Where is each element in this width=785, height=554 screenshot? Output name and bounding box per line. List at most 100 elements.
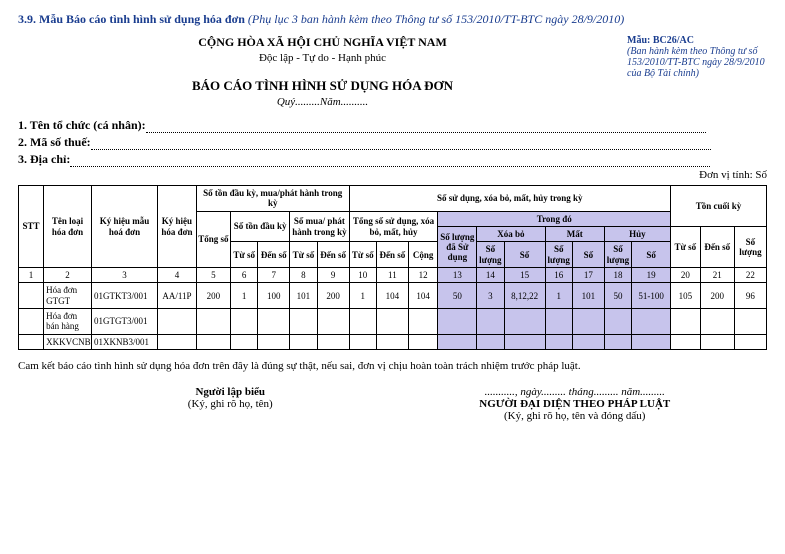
num-col: 3 bbox=[91, 268, 157, 283]
th-sotondk: Số tồn đầu kỳ bbox=[231, 211, 290, 242]
num-col: 9 bbox=[317, 268, 349, 283]
info3-label: 3. Địa chỉ: bbox=[18, 152, 70, 166]
mau-note: (Ban hành kèm theo Thông tư số 153/2010/… bbox=[627, 46, 767, 79]
number-row: 12345678910111213141516171819202122 bbox=[19, 268, 767, 283]
info2-value bbox=[91, 139, 711, 150]
top-center: CỘNG HÒA XÃ HỘI CHỦ NGHĨA VIỆT NAM Độc l… bbox=[18, 35, 627, 108]
th-ck-tuso: Từ số bbox=[671, 227, 701, 268]
num-col: 12 bbox=[408, 268, 438, 283]
cell bbox=[290, 309, 317, 335]
commit-text: Cam kết báo cáo tình hình sử dụng hóa đơ… bbox=[18, 360, 767, 372]
th-xb-sl: Số lượng bbox=[477, 242, 504, 268]
cell bbox=[438, 309, 477, 335]
cell: 104 bbox=[376, 283, 408, 309]
mau-label: Mẫu: BC26/AC bbox=[627, 35, 767, 46]
cell bbox=[545, 309, 572, 335]
th-huy-sl: Số lượng bbox=[604, 242, 631, 268]
cell bbox=[258, 309, 290, 335]
num-col: 2 bbox=[44, 268, 92, 283]
cell: Hóa đơn bán hàng bbox=[44, 309, 92, 335]
cell bbox=[231, 334, 258, 349]
th-dk-denso: Đến số bbox=[258, 242, 290, 268]
sign-left-role: Người lập biểu bbox=[195, 386, 265, 398]
num-col: 11 bbox=[376, 268, 408, 283]
cell bbox=[700, 334, 734, 349]
motto: Độc lập - Tự do - Hạnh phúc bbox=[18, 52, 627, 64]
section-no: 3.9. bbox=[18, 12, 36, 26]
cell bbox=[545, 334, 572, 349]
th-mat-sl: Số lượng bbox=[545, 242, 572, 268]
num-col: 4 bbox=[158, 268, 197, 283]
cell: 101 bbox=[572, 283, 604, 309]
report-title: BÁO CÁO TÌNH HÌNH SỬ DỤNG HÓA ĐƠN bbox=[18, 78, 627, 94]
th-tongso: Tổng số bbox=[196, 211, 230, 267]
th-sd-denso: Đến số bbox=[376, 242, 408, 268]
th-grp-dk: Số tồn đầu kỳ, mua/phát hành trong kỳ bbox=[196, 186, 349, 212]
cell bbox=[477, 309, 504, 335]
cell bbox=[604, 334, 631, 349]
info1-value bbox=[146, 122, 706, 133]
info-block: 1. Tên tổ chức (cá nhân): 2. Mã số thuế:… bbox=[18, 118, 767, 167]
sign-left: Người lập biểu (Ký, ghi rõ họ, tên) bbox=[18, 386, 403, 422]
cell: 96 bbox=[734, 283, 766, 309]
th-ck-denso: Đến số bbox=[700, 227, 734, 268]
cell: 200 bbox=[700, 283, 734, 309]
cell bbox=[734, 334, 766, 349]
cell: XKKVCNB bbox=[44, 334, 92, 349]
table-row: XKKVCNB01XKNB3/001 bbox=[19, 334, 767, 349]
cell bbox=[632, 334, 671, 349]
th-mp-tuso: Từ số bbox=[290, 242, 317, 268]
num-col: 17 bbox=[572, 268, 604, 283]
num-col: 10 bbox=[349, 268, 376, 283]
nation: CỘNG HÒA XÃ HỘI CHỦ NGHĨA VIỆT NAM bbox=[18, 35, 627, 50]
num-col: 20 bbox=[671, 268, 701, 283]
th-sldasd: Số lượng đã Sử dụng bbox=[438, 227, 477, 268]
cell bbox=[376, 309, 408, 335]
unit: Đơn vị tính: Số bbox=[18, 169, 767, 181]
cell bbox=[734, 309, 766, 335]
cell bbox=[196, 309, 230, 335]
cell bbox=[604, 309, 631, 335]
num-col: 13 bbox=[438, 268, 477, 283]
th-mp-denso: Đến số bbox=[317, 242, 349, 268]
section-note: (Phụ lục 3 ban hành kèm theo Thông tư số… bbox=[248, 12, 624, 26]
cell bbox=[572, 309, 604, 335]
th-ck-sl: Số lượng bbox=[734, 227, 766, 268]
th-khhd: Ký hiệu hóa đơn bbox=[158, 186, 197, 268]
cell bbox=[19, 309, 44, 335]
cell: 01GTGT3/001 bbox=[91, 309, 157, 335]
cell: 105 bbox=[671, 283, 701, 309]
th-tongsd: Tổng số sử dụng, xóa bỏ, mất, hủy bbox=[349, 211, 438, 242]
cell bbox=[349, 334, 376, 349]
sign-left-note: (Ký, ghi rõ họ, tên) bbox=[58, 398, 403, 410]
sign-date: ..........., ngày......... tháng........… bbox=[403, 386, 748, 398]
num-col: 7 bbox=[258, 268, 290, 283]
info3-value bbox=[70, 156, 710, 167]
cell: Hóa đơn GTGT bbox=[44, 283, 92, 309]
cell bbox=[290, 334, 317, 349]
num-col: 21 bbox=[700, 268, 734, 283]
cell bbox=[19, 334, 44, 349]
cell: 50 bbox=[438, 283, 477, 309]
num-col: 19 bbox=[632, 268, 671, 283]
num-col: 1 bbox=[19, 268, 44, 283]
th-huy-so: Số bbox=[632, 242, 671, 268]
cell: 8,12,22 bbox=[504, 283, 545, 309]
cell bbox=[408, 309, 438, 335]
cell bbox=[376, 334, 408, 349]
cell: 1 bbox=[231, 283, 258, 309]
cell bbox=[504, 309, 545, 335]
th-mat: Mất bbox=[545, 227, 604, 242]
num-col: 8 bbox=[290, 268, 317, 283]
cell: 51-100 bbox=[632, 283, 671, 309]
cell: 1 bbox=[349, 283, 376, 309]
num-col: 22 bbox=[734, 268, 766, 283]
th-xoabo: Xóa bỏ bbox=[477, 227, 545, 242]
num-col: 6 bbox=[231, 268, 258, 283]
th-huy: Hủy bbox=[604, 227, 670, 242]
cell: 3 bbox=[477, 283, 504, 309]
cell bbox=[572, 334, 604, 349]
th-tenloai: Tên loại hóa đơn bbox=[44, 186, 92, 268]
cell bbox=[477, 334, 504, 349]
cell: 200 bbox=[196, 283, 230, 309]
